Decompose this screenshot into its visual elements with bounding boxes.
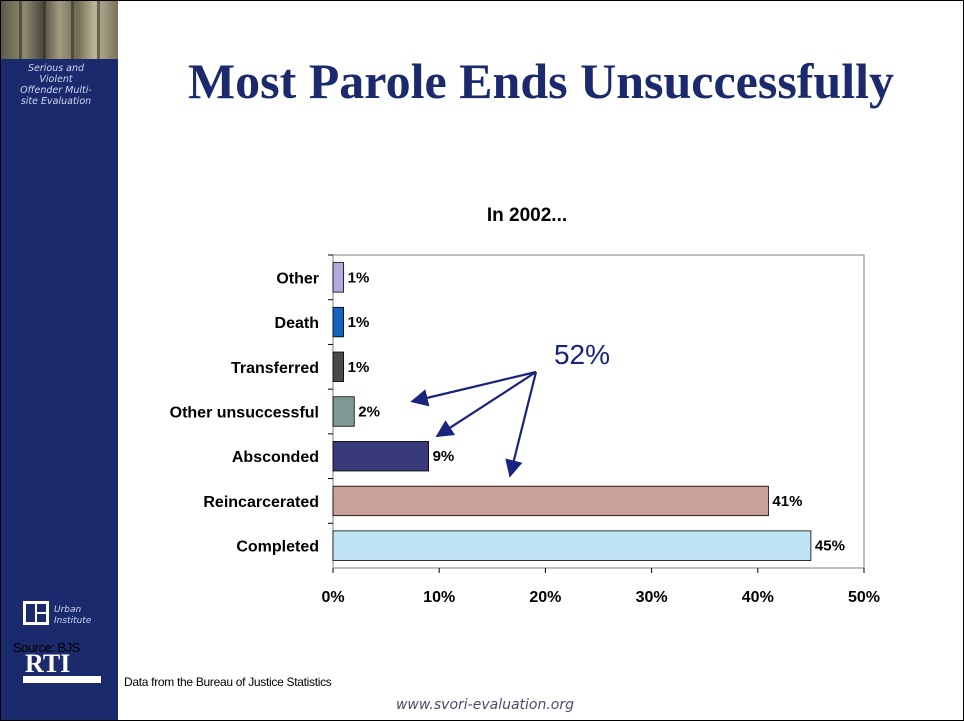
annotation-arrow-reincarcerated [505, 371, 538, 478]
source-note: Source: BJS [13, 640, 80, 655]
category-label-absconded: Absconded [232, 449, 319, 466]
bar-transferred [332, 351, 345, 382]
data-label-death: 1% [348, 314, 370, 331]
bar-absconded [332, 441, 429, 472]
website-url: www.svori-evaluation.org [395, 697, 575, 713]
x-tick-label: 30% [636, 589, 668, 606]
urban-institute-logo [23, 601, 49, 625]
urban-institute-label: Urban Institute [54, 605, 92, 626]
chart-title: In 2002... [487, 205, 567, 226]
sidebar: Serious and Violent Offender Multi- site… [1, 1, 118, 720]
sidebar-photo [1, 1, 118, 59]
x-tick-label: 20% [529, 589, 561, 606]
bar-other [332, 262, 345, 293]
svg-text:RTI: RTI [25, 650, 70, 678]
rti-international-logo: RTI [23, 650, 101, 683]
category-label-transferred: Transferred [231, 360, 319, 377]
data-label-other-unsuccessful: 2% [358, 404, 380, 421]
category-label-reincarcerated: Reincarcerated [203, 494, 319, 511]
sidebar-program-label: Serious and Violent Offender Multi- site… [20, 63, 92, 107]
bar-death [332, 306, 345, 338]
data-label-completed: 45% [815, 538, 845, 555]
data-label-transferred: 1% [348, 359, 370, 376]
bar-reincarcerated [332, 485, 769, 517]
page-title: Most Parole Ends Unsuccessfully [187, 53, 895, 109]
bar-completed [332, 530, 812, 561]
plot-area [332, 254, 865, 569]
bar-other-unsuccessful [332, 396, 355, 427]
annotation-arrow-absconded [435, 371, 537, 438]
data-source-footnote: Data from the Bureau of Justice Statisti… [124, 675, 332, 689]
annotation-arrow-other-unsuccessful [410, 370, 537, 407]
data-label-absconded: 9% [433, 448, 455, 465]
x-tick-label: 10% [423, 589, 455, 606]
data-label-reincarcerated: 41% [772, 493, 802, 510]
category-label-other-unsuccessful: Other unsuccessful [170, 405, 319, 422]
category-label-death: Death [275, 315, 319, 332]
category-label-completed: Completed [236, 539, 319, 556]
x-tick-label: 40% [742, 589, 774, 606]
data-label-other: 1% [348, 269, 370, 286]
x-tick-label: 0% [321, 589, 344, 606]
category-label-other: Other [276, 270, 319, 287]
annotation-label: 52% [554, 339, 610, 370]
x-tick-label: 50% [848, 589, 880, 606]
